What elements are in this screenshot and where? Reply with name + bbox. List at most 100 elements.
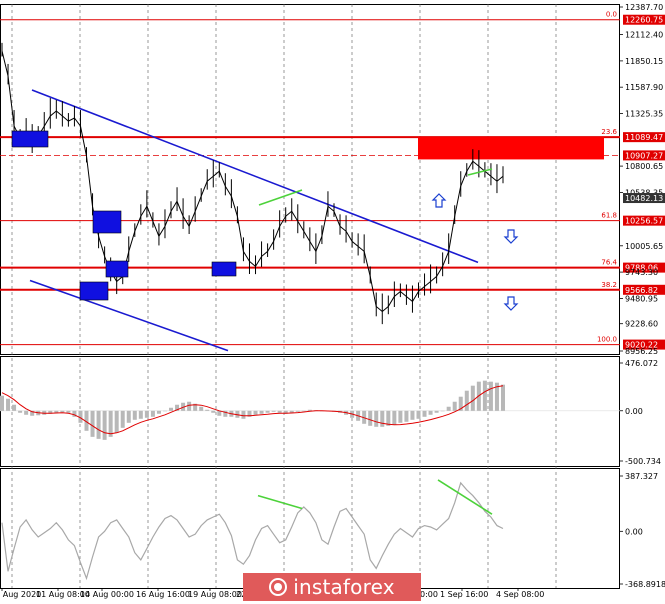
- macd-histogram-bar: [90, 410, 95, 437]
- instaforex-logo-icon: [269, 578, 288, 596]
- blue-zone-box: [11, 130, 49, 148]
- channel-lower-line: [29, 279, 229, 352]
- macd-histogram-bar: [265, 410, 270, 413]
- macd-histogram-bar: [12, 404, 17, 411]
- arrow-down-icon: [503, 296, 519, 311]
- fib-level-label: 76.4: [601, 259, 617, 267]
- macd-histogram-bar: [452, 401, 457, 411]
- time-axis-label: 1 Sep 16:00: [440, 590, 488, 599]
- price-badge-label: 9020.22: [625, 341, 658, 350]
- macd-histogram-bar: [247, 410, 252, 417]
- macd-histogram-bar: [78, 410, 83, 423]
- fib-level-label: 38.2: [601, 281, 617, 289]
- macd-histogram-bar: [458, 396, 463, 411]
- macd-pane-frame: [0, 356, 620, 467]
- macd-histogram-bar: [60, 410, 65, 413]
- macd-histogram-bar: [187, 401, 192, 411]
- macd-histogram-bar: [30, 410, 35, 416]
- macd-histogram-bar: [162, 410, 167, 412]
- macd-histogram-bar: [18, 410, 23, 413]
- time-axis-label: 19 Aug 08:00: [188, 590, 242, 599]
- price-axis-label: 10800.65: [625, 162, 663, 171]
- cci-axis-label: 0.00: [625, 527, 643, 536]
- price-badge: [623, 193, 665, 204]
- time-axis-label: 16 Aug 16:00: [136, 590, 190, 599]
- macd-histogram-bar: [374, 410, 379, 427]
- macd-histogram-bar: [0, 395, 4, 411]
- cci-divergence-line: [437, 479, 493, 515]
- price-axis-label: 9480.95: [625, 294, 658, 303]
- resistance-zone: [418, 137, 604, 160]
- macd-histogram-bar: [66, 410, 71, 413]
- macd-histogram-bar: [24, 410, 29, 415]
- macd-histogram-bar: [446, 406, 451, 411]
- price-axis-label: 11325.35: [625, 109, 663, 118]
- macd-histogram-bar: [144, 410, 149, 418]
- macd-histogram-bar: [501, 384, 505, 411]
- macd-histogram-bar: [169, 407, 174, 411]
- macd-histogram-bar: [368, 410, 373, 426]
- price-badge: [623, 14, 665, 25]
- main-pane-frame: [0, 4, 620, 355]
- price-axis-label: 11587.90: [625, 83, 663, 92]
- macd-histogram-bar: [271, 410, 276, 412]
- macd-histogram-bar: [54, 410, 59, 413]
- macd-histogram-bar: [42, 410, 47, 415]
- macd-histogram-bar: [482, 380, 487, 411]
- macd-histogram-bar: [410, 410, 415, 420]
- price-badge: [623, 284, 665, 295]
- price-axis-label: 10538.35: [625, 188, 663, 197]
- price-divergence-line: [258, 189, 303, 206]
- macd-histogram-bar: [126, 410, 131, 423]
- macd-histogram-bar: [307, 409, 312, 411]
- macd-histogram-bar: [211, 410, 216, 413]
- price-axis-label: 11850.15: [625, 57, 663, 66]
- cci-axis-label: 387.327: [625, 472, 658, 481]
- price-badge-label: 12260.75: [625, 16, 663, 25]
- price-axis-label: 9228.60: [625, 320, 658, 329]
- macd-histogram-bar: [277, 410, 282, 413]
- cci-pane-frame: [0, 468, 620, 589]
- price-badge-label: 11089.47: [625, 133, 663, 142]
- price-divergence-line: [467, 168, 493, 176]
- price-badge: [623, 150, 665, 161]
- macd-histogram-bar: [193, 403, 198, 411]
- macd-histogram-bar: [175, 404, 180, 411]
- macd-histogram-bar: [223, 410, 228, 417]
- blue-zone-box: [211, 261, 237, 277]
- blue-zone-box: [105, 260, 129, 278]
- fib-level-label: 100.0: [597, 336, 617, 344]
- fib-level-label: 0.0: [606, 11, 617, 19]
- macd-histogram-bar: [398, 410, 403, 423]
- time-axis-label: 4 Sep 08:00: [496, 590, 544, 599]
- arrow-up-icon: [431, 193, 447, 208]
- macd-histogram-bar: [181, 402, 186, 411]
- macd-histogram-bar: [440, 410, 445, 412]
- time-axis-label: 11 Aug 08:00: [36, 590, 90, 599]
- macd-axis-label: -500.734: [625, 457, 661, 466]
- price-axis-label: 10005.65: [625, 242, 663, 251]
- macd-histogram-bar: [48, 410, 53, 414]
- macd-axis-label: 0.00: [625, 407, 643, 416]
- macd-signal-line: [1, 385, 504, 435]
- macd-histogram-bar: [120, 410, 125, 428]
- macd-histogram-bar: [380, 410, 385, 427]
- time-axis-label: 14 Aug 00:00: [80, 590, 134, 599]
- macd-histogram-bar: [72, 410, 77, 417]
- macd-histogram-bar: [289, 410, 294, 413]
- price-badge: [623, 339, 665, 350]
- macd-histogram-bar: [96, 410, 101, 439]
- macd-histogram-bar: [156, 410, 161, 414]
- macd-histogram-bar: [295, 410, 300, 412]
- macd-histogram-bar: [470, 385, 475, 411]
- price-axis-label: 8956.25: [625, 347, 658, 356]
- macd-histogram-bar: [283, 410, 288, 414]
- price-badge-label: 10256.57: [625, 217, 663, 226]
- cci-divergence-line: [257, 494, 303, 510]
- fib-level-label: 61.8: [601, 212, 617, 220]
- macd-histogram-bar: [488, 381, 493, 411]
- macd-histogram-bar: [416, 410, 421, 419]
- macd-histogram-bar: [84, 410, 89, 431]
- price-badge-label: 9788.06: [625, 264, 658, 273]
